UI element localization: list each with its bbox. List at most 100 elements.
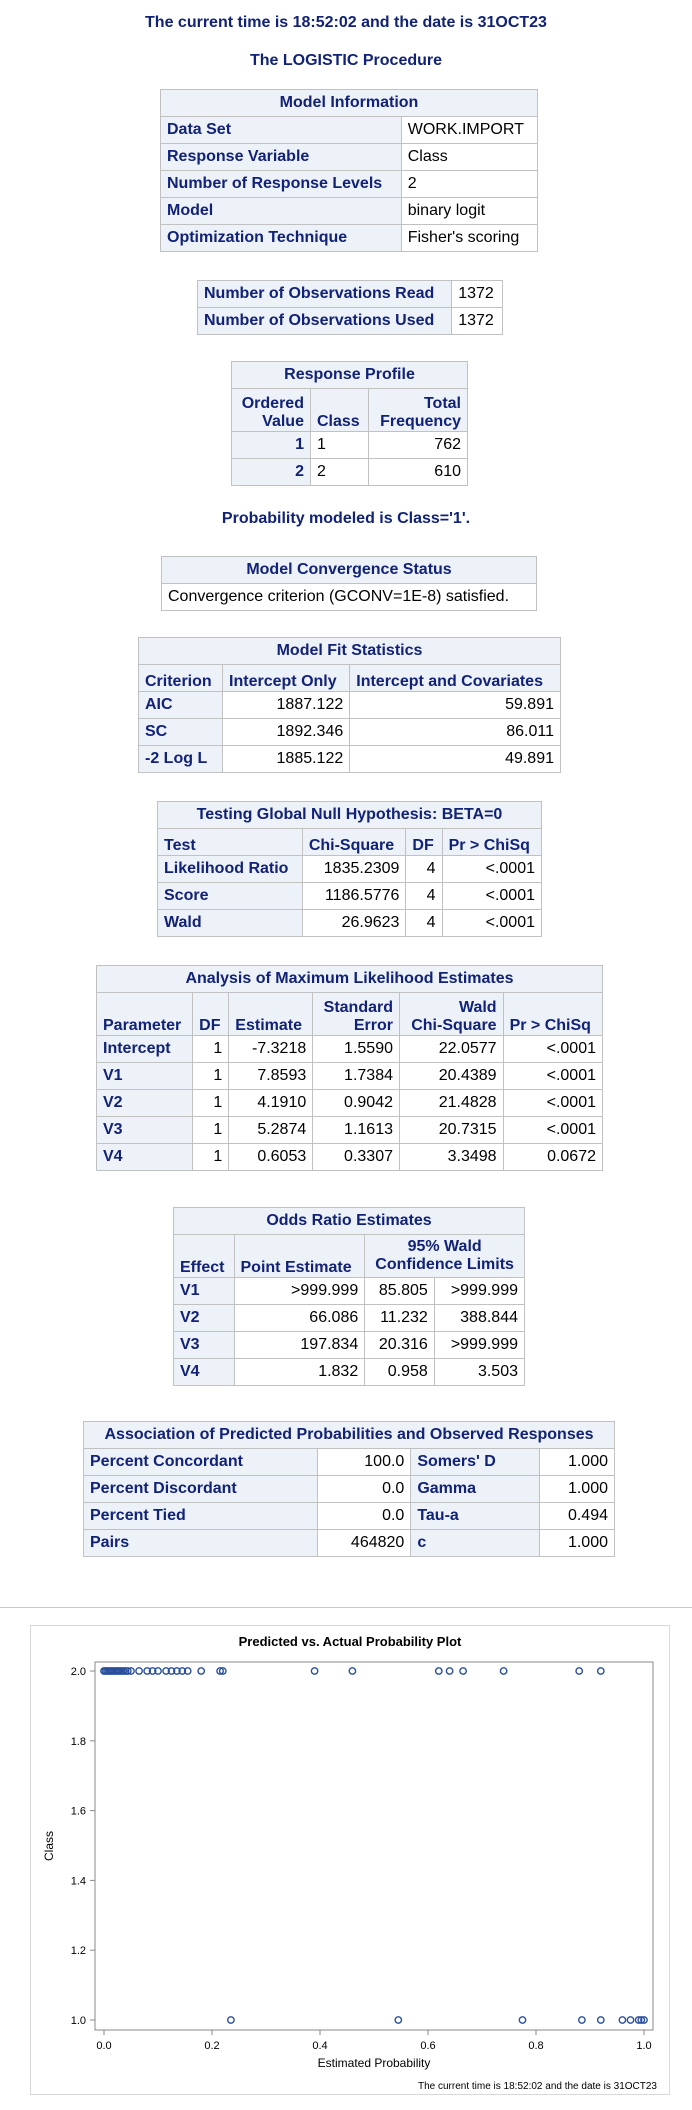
data-point [348, 1667, 357, 1675]
table-row: -2 Log L 1885.122 49.891 [137, 745, 561, 773]
row-header: V1 [95, 1062, 194, 1090]
row-header: Intercept [95, 1035, 194, 1063]
table-cell: -7.3218 [228, 1035, 314, 1063]
x-tick-label: 0.8 [528, 2040, 543, 2052]
data-point [578, 2016, 586, 2024]
row-header: V4 [173, 1358, 235, 1386]
table-row: Pairs 464820 c 1.000 [83, 1529, 615, 1557]
y-tick-label: 1.0 [71, 2015, 86, 2027]
table-row: 1 1 762 [231, 431, 468, 459]
row-header: Pairs [83, 1529, 318, 1557]
table-cell: >999.999 [433, 1277, 526, 1305]
table-cell: 100.0 [316, 1448, 412, 1476]
table-caption: Testing Global Null Hypothesis: BETA=0 [157, 801, 542, 829]
table-row: V3 1 5.2874 1.1613 20.7315 <.0001 [95, 1116, 604, 1144]
y-axis: 1.0 1.2 1.4 1.6 1.8 2.0 [71, 1666, 95, 2027]
table-cell: 1885.122 [222, 745, 351, 773]
header-line: 95% Wald [407, 1238, 482, 1255]
header-line: Chi-Square [411, 1017, 497, 1034]
column-header: Chi-Square [301, 828, 407, 856]
header-line: Ordered [241, 395, 304, 412]
data-point [434, 1667, 443, 1675]
row-header: 1 [231, 431, 311, 459]
row-header: Number of Observations Used [196, 307, 453, 335]
table-caption: Model Convergence Status [161, 556, 537, 584]
table-row: Percent Concordant 100.0 Somers' D 1.000 [83, 1448, 615, 1476]
row-header: Number of Response Levels [160, 170, 402, 198]
table-cell: 20.4389 [398, 1062, 504, 1090]
table-cell: <.0001 [441, 909, 543, 937]
column-header: Standard Error [312, 992, 400, 1036]
model-information-table: Model Information Data Set WORK.IMPORT Res… [160, 89, 539, 252]
table-row: Test Chi-Square DF Pr > ChiSq [157, 828, 543, 856]
global-null-hypothesis-table: Testing Global Null Hypothesis: BETA=0 T… [157, 801, 543, 937]
table-row: AIC 1887.122 59.891 [137, 691, 561, 719]
plot-footer: The current time is 18:52:02 and the dat… [418, 2081, 657, 2092]
column-header: Estimate [228, 992, 314, 1036]
row-header: Model [160, 197, 402, 225]
column-header: Intercept and Covariates [349, 664, 561, 692]
row-header: SC [137, 718, 224, 746]
convergence-status-table: Model Convergence Status Convergence cri… [161, 556, 537, 611]
table-cell: 464820 [316, 1529, 412, 1557]
table-cell: >999.999 [433, 1331, 526, 1359]
table-row: SC 1892.346 86.011 [137, 718, 561, 746]
row-header: Somers' D [410, 1448, 541, 1476]
data-point [596, 2016, 605, 2024]
data-point [154, 1667, 162, 1675]
data-point [518, 2016, 527, 2024]
table-row: Number of Observations Read 1372 [196, 280, 503, 308]
odds-ratio-table: Odds Ratio Estimates Effect Point Estima… [173, 1207, 526, 1386]
data-point [178, 1667, 187, 1675]
table-row: Criterion Intercept Only Intercept and Cov… [137, 664, 561, 692]
row-header: V4 [95, 1143, 194, 1171]
table-cell: 1186.5776 [301, 882, 407, 910]
header-line: Wald [458, 999, 497, 1016]
column-header: 95% Wald Confidence Limits [364, 1234, 525, 1278]
column-header: Pr > ChiSq [502, 992, 604, 1036]
data-point [499, 1667, 508, 1675]
header-line: Error [353, 1017, 393, 1034]
table-cell: 26.9623 [301, 909, 407, 937]
table-cell: 1.7384 [312, 1062, 400, 1090]
table-row: Number of Response Levels 2 [160, 170, 539, 198]
max-likelihood-estimates-table: Analysis of Maximum Likelihood Estimates… [95, 965, 604, 1171]
column-header: Ordered Value [231, 388, 311, 432]
probability-scatter-plot: Predicted vs. Actual Probability Plot 0.… [42, 1634, 657, 2092]
row-header: Gamma [410, 1475, 541, 1503]
table-cell: 3.3498 [398, 1143, 504, 1171]
row-header: Percent Concordant [83, 1448, 318, 1476]
data-point [226, 2016, 235, 2024]
table-cell: 1 [192, 1116, 230, 1144]
row-header: c [410, 1529, 541, 1557]
x-tick-label: 0.2 [204, 2040, 219, 2052]
table-row: Percent Discordant 0.0 Gamma 1.000 [83, 1475, 615, 1503]
table-cell: <.0001 [502, 1089, 604, 1117]
row-header: Score [157, 882, 303, 910]
table-row: V3 197.834 20.316 >999.999 [173, 1331, 526, 1359]
row-header: Response Variable [160, 143, 402, 171]
data-point [575, 1667, 584, 1675]
row-header: Likelihood Ratio [157, 855, 303, 883]
table-cell: 20.316 [364, 1331, 435, 1359]
table-cell: <.0001 [502, 1116, 604, 1144]
table-row: Score 1186.5776 4 <.0001 [157, 882, 543, 910]
procedure-title: The LOGISTIC Procedure [249, 52, 443, 69]
table-cell: >999.999 [233, 1277, 366, 1305]
table-cell: 1372 [451, 280, 503, 308]
row-header: V3 [95, 1116, 194, 1144]
row-header: Wald [157, 909, 303, 937]
table-caption: Analysis of Maximum Likelihood Estimates [96, 965, 603, 993]
table-cell: 7.8593 [228, 1062, 314, 1090]
table-row: Wald 26.9623 4 <.0001 [157, 909, 543, 937]
time-header: The current time is 18:52:02 and the dat… [145, 14, 547, 31]
table-cell: 2 [400, 170, 539, 198]
data-point [135, 1667, 144, 1675]
data-points [100, 1667, 648, 2024]
table-cell: 5.2874 [228, 1116, 314, 1144]
model-fit-statistics-table: Model Fit Statistics Criterion Intercept … [137, 637, 561, 773]
table-cell: 0.0 [316, 1502, 412, 1530]
row-header: V1 [173, 1277, 235, 1305]
table-cell: 1.1613 [312, 1116, 400, 1144]
data-point [123, 1667, 132, 1675]
